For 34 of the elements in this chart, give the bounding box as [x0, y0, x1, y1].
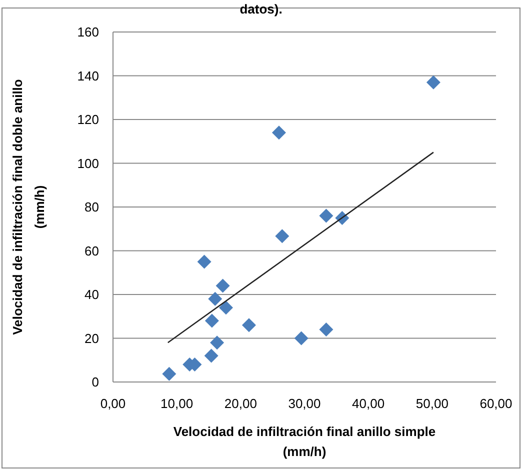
y-tick-label: 80	[84, 200, 99, 215]
point	[204, 348, 218, 363]
y-tick-label: 100	[77, 156, 99, 171]
point	[197, 254, 212, 269]
point	[162, 366, 176, 381]
y-tick-label: 120	[77, 112, 99, 128]
y-tick-label: 20	[84, 330, 99, 346]
x-tick-label: 50,00	[416, 396, 448, 411]
point	[242, 318, 256, 332]
x-tick-label: 40,00	[352, 396, 385, 411]
x-tick-label: 20,00	[224, 396, 257, 411]
chart-title: datos).	[240, 2, 282, 17]
point	[319, 208, 334, 223]
x-tick-label: 30,00	[288, 396, 321, 411]
x-tick-label: 0,00	[100, 396, 126, 411]
y-tick-label: 160	[77, 24, 99, 40]
point	[210, 336, 224, 350]
point	[294, 331, 308, 346]
y-tick-label: 0	[92, 374, 99, 390]
point	[216, 278, 230, 293]
point	[204, 314, 219, 328]
point	[208, 292, 222, 306]
y-tick-label: 140	[77, 68, 99, 84]
x-tick-label: 10,00	[160, 396, 194, 411]
x-tick-label: 60,00	[480, 396, 512, 411]
point	[272, 126, 286, 140]
point	[275, 229, 290, 244]
x-axis-title: Velocidad de infiltración final anillo simple (mm/h)	[173, 424, 436, 459]
y-tick-label: 40	[84, 287, 99, 302]
y-tick-label: 60	[84, 243, 99, 258]
point	[426, 75, 440, 90]
y-axis-title: Velocidad de infiltración final doble anillo (mm/h)	[10, 79, 47, 335]
point	[319, 322, 334, 336]
point	[218, 300, 233, 315]
